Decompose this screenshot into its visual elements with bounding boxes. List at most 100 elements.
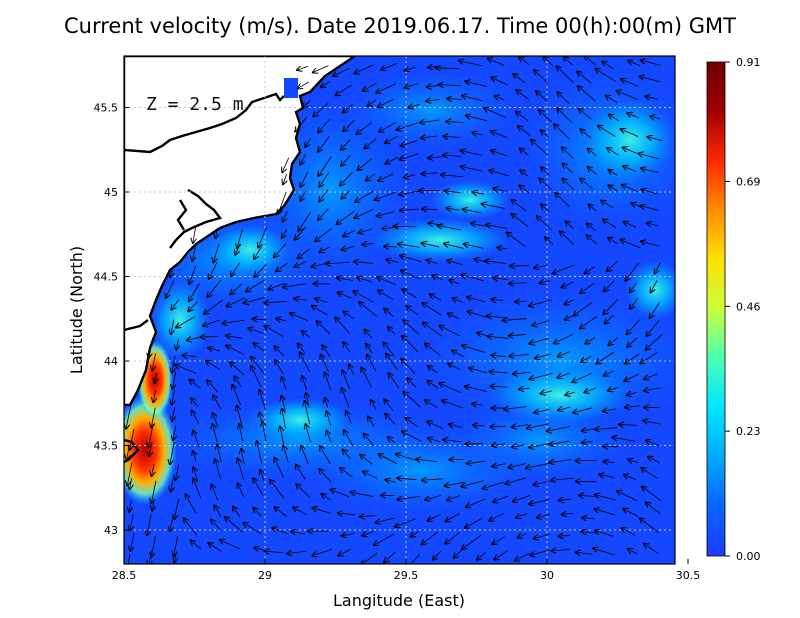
current-arrow xyxy=(551,549,571,551)
current-arrow xyxy=(298,81,310,89)
current-arrow xyxy=(220,540,241,550)
coastline-inland-4 xyxy=(124,319,149,332)
current-arrow xyxy=(344,430,354,447)
current-arrow xyxy=(215,459,221,480)
current-arrow xyxy=(447,495,461,501)
current-arrow xyxy=(624,475,637,480)
current-arrow xyxy=(360,515,376,516)
velocity-field xyxy=(124,70,675,515)
current-arrow xyxy=(343,450,351,460)
current-arrow xyxy=(274,243,287,257)
current-arrow xyxy=(239,424,242,442)
current-arrow xyxy=(582,518,595,519)
current-arrow xyxy=(282,229,288,238)
current-arrow xyxy=(491,131,508,139)
current-arrow xyxy=(272,528,288,535)
current-arrow xyxy=(170,514,173,531)
current-arrow xyxy=(193,451,196,462)
current-arrow xyxy=(469,368,488,374)
current-arrow xyxy=(604,280,615,291)
current-arrow xyxy=(385,414,396,425)
current-arrow xyxy=(599,474,615,477)
current-arrow xyxy=(283,211,288,222)
current-arrow xyxy=(254,246,262,259)
current-arrow xyxy=(587,223,596,232)
current-arrow xyxy=(491,150,508,157)
current-arrow xyxy=(183,355,196,356)
current-arrow xyxy=(176,316,196,328)
current-arrow xyxy=(321,81,330,88)
current-arrow xyxy=(461,275,484,282)
current-arrow xyxy=(529,337,549,343)
current-arrow xyxy=(536,91,548,103)
current-arrow xyxy=(207,279,222,297)
current-arrow xyxy=(576,552,593,554)
current-arrow xyxy=(174,498,179,519)
current-arrow xyxy=(601,201,614,209)
current-arrow xyxy=(422,209,438,210)
current-arrow xyxy=(301,446,309,464)
current-arrow xyxy=(151,480,157,503)
current-arrow xyxy=(251,357,265,374)
current-arrow xyxy=(388,327,396,335)
current-arrow xyxy=(378,173,394,181)
current-arrow xyxy=(641,468,658,479)
current-arrow xyxy=(403,320,420,335)
current-arrow xyxy=(513,74,526,84)
colorbar-tick-label: 0.69 xyxy=(736,175,761,188)
current-arrow xyxy=(282,377,287,390)
current-arrow xyxy=(320,446,331,464)
current-arrow xyxy=(388,437,396,444)
current-arrow xyxy=(397,122,418,130)
current-arrow xyxy=(602,61,614,69)
current-arrow xyxy=(554,334,573,343)
plot-frame xyxy=(123,55,676,565)
current-arrow xyxy=(564,299,575,305)
current-arrow xyxy=(588,204,597,212)
current-arrow xyxy=(625,406,640,408)
current-arrow xyxy=(509,283,527,284)
current-arrow xyxy=(363,82,377,91)
current-arrow xyxy=(343,103,354,112)
current-arrow xyxy=(313,102,329,116)
current-arrow xyxy=(465,81,487,87)
current-arrow xyxy=(342,370,351,390)
current-arrow xyxy=(283,446,289,463)
current-arrow xyxy=(302,376,307,390)
current-arrow xyxy=(557,92,570,104)
current-arrow xyxy=(384,399,394,412)
current-arrow xyxy=(237,229,243,248)
current-arrow xyxy=(554,124,571,140)
current-arrow xyxy=(645,333,663,350)
current-arrow xyxy=(409,104,421,108)
current-arrow xyxy=(342,388,350,408)
current-arrow xyxy=(300,154,306,165)
current-arrow xyxy=(627,113,640,119)
current-arrow xyxy=(580,316,597,328)
current-arrow xyxy=(257,441,263,464)
current-arrow xyxy=(193,226,196,243)
current-arrow xyxy=(439,85,461,86)
x-tick-label: 29 xyxy=(258,569,272,582)
current-arrow xyxy=(170,265,174,277)
colorbar-tick-label: 0.91 xyxy=(736,56,761,69)
current-arrow xyxy=(319,189,329,202)
current-arrow xyxy=(294,261,306,267)
current-arrow xyxy=(296,484,311,498)
current-arrow xyxy=(426,260,438,264)
current-arrow xyxy=(621,240,641,249)
current-arrow xyxy=(580,179,593,190)
current-arrow xyxy=(421,136,438,138)
current-arrow xyxy=(617,491,638,502)
current-arrow xyxy=(472,404,483,406)
current-arrow xyxy=(627,319,640,335)
current-arrow xyxy=(208,348,221,351)
current-arrow xyxy=(422,303,442,316)
current-arrow xyxy=(341,190,350,199)
current-arrow xyxy=(147,514,152,535)
current-vectors xyxy=(126,56,663,564)
current-arrow xyxy=(209,262,218,279)
current-arrow xyxy=(581,355,592,362)
current-arrow xyxy=(230,283,243,295)
current-arrow xyxy=(625,353,640,364)
